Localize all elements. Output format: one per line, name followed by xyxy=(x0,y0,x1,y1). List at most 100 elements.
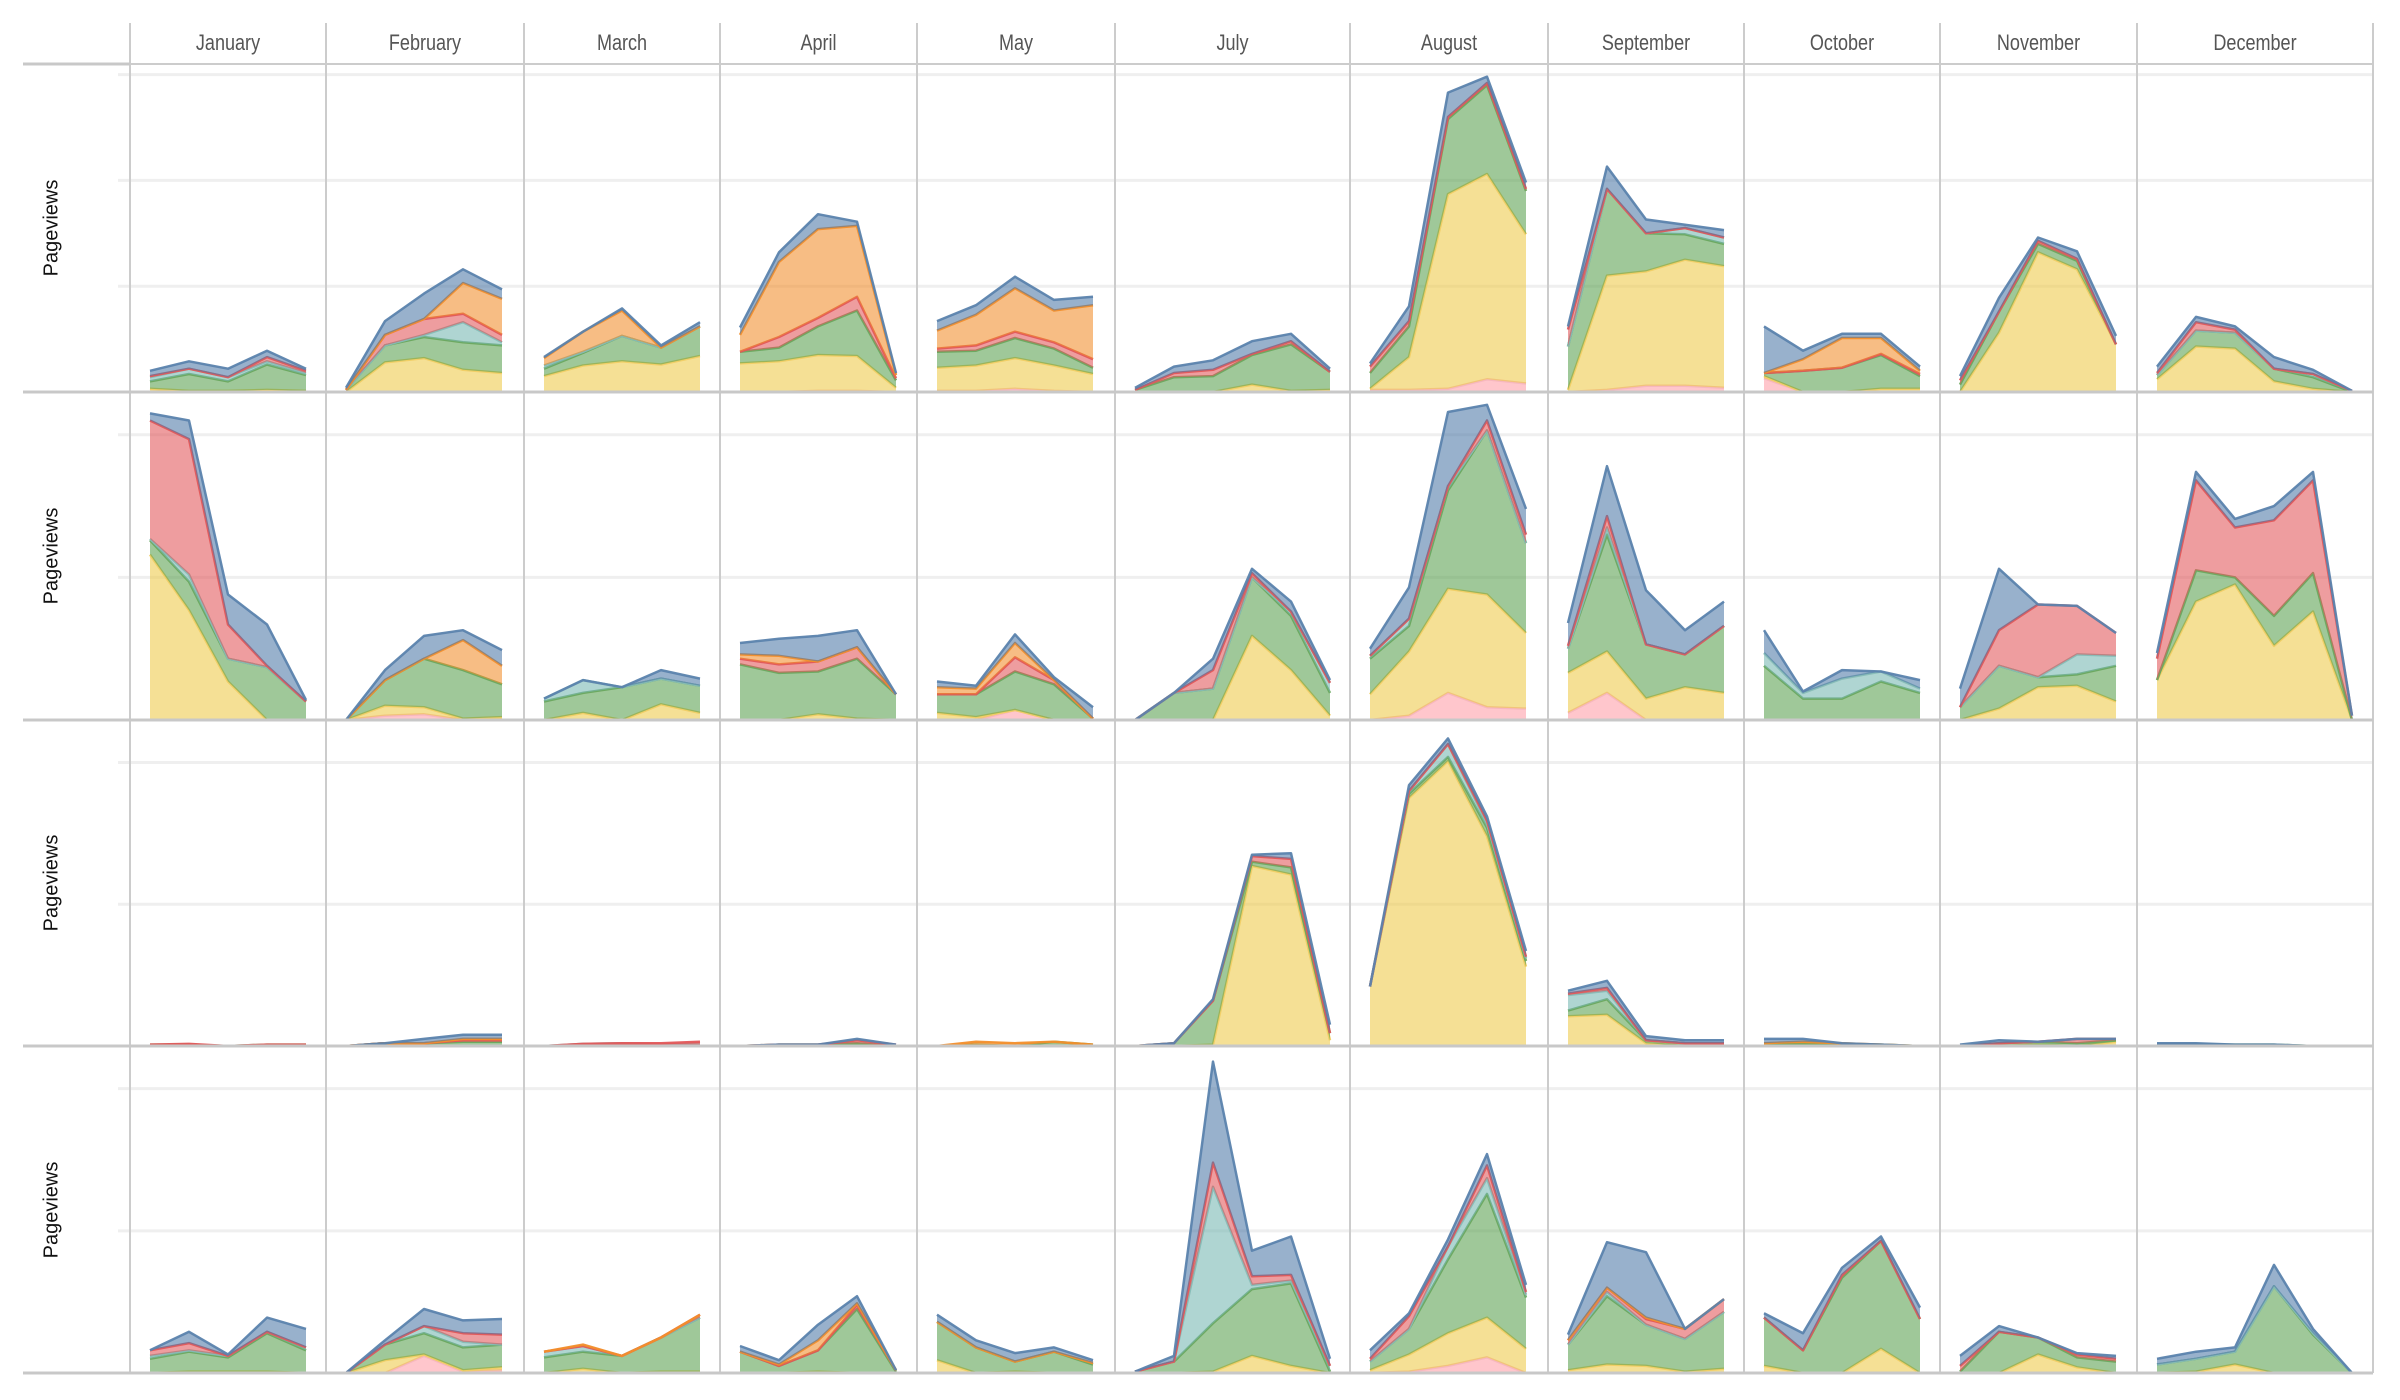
panel-october-row-4 xyxy=(1763,1235,1922,1375)
line-blue xyxy=(738,212,898,374)
line-blue xyxy=(1134,567,1332,722)
area-yellow xyxy=(1764,1348,1920,1373)
line-blue xyxy=(543,668,701,700)
area-blue xyxy=(1764,1038,1920,1046)
line-blue xyxy=(2155,470,2354,716)
panel-april-row-1 xyxy=(738,212,898,394)
area-green xyxy=(1370,430,1526,695)
area-blue xyxy=(1568,1242,1724,1341)
panel-january-row-2 xyxy=(148,412,308,722)
area-blue xyxy=(544,670,700,699)
area-green xyxy=(1135,577,1330,720)
area-green xyxy=(544,1317,700,1373)
area-yellow xyxy=(1370,588,1526,720)
panel-september-row-3 xyxy=(1567,979,1724,1048)
panel-february-row-1 xyxy=(344,268,503,393)
panel-august-row-2 xyxy=(1368,403,1528,722)
line-blue xyxy=(1368,75,1528,365)
area-teal xyxy=(1568,990,1724,1044)
line-blue xyxy=(149,349,307,373)
area-pink xyxy=(937,710,1093,720)
area-green xyxy=(1370,85,1526,389)
column-header-december: December xyxy=(2213,30,2297,55)
line-blue xyxy=(1134,332,1331,389)
column-header-april: April xyxy=(800,30,837,55)
area-green xyxy=(1764,355,1920,392)
area-green xyxy=(150,1333,306,1373)
panel-october-row-1 xyxy=(1763,325,1921,394)
panel-october-row-2 xyxy=(1762,629,1921,720)
area-orange xyxy=(740,647,896,695)
line-blue xyxy=(2156,1263,2353,1374)
line-blue xyxy=(1566,165,1725,327)
area-blue xyxy=(1370,1154,1526,1359)
line-blue xyxy=(1566,464,1725,632)
panel-may-row-2 xyxy=(936,633,1094,722)
panel-august-row-3 xyxy=(1368,737,1528,1046)
area-pink xyxy=(1370,692,1526,720)
line-orange xyxy=(543,1313,701,1358)
area-blue xyxy=(740,1296,896,1371)
area-orange xyxy=(346,640,502,720)
column-header-october: October xyxy=(1809,30,1875,55)
line-blue xyxy=(739,1294,898,1371)
panel-january-row-1 xyxy=(149,349,307,393)
area-blue xyxy=(1568,466,1724,655)
area-blue xyxy=(2157,316,2352,391)
area-green xyxy=(937,671,1093,720)
area-blue xyxy=(1960,568,2116,708)
area-blue xyxy=(1135,1061,1330,1372)
area-green xyxy=(1568,999,1724,1046)
line-blue xyxy=(1368,403,1528,650)
area-blue xyxy=(2157,471,2352,716)
area-teal xyxy=(1960,654,2116,708)
area-green xyxy=(1568,188,1724,390)
line-blue xyxy=(543,307,701,359)
panel-january-row-4 xyxy=(149,1316,307,1375)
line-orange xyxy=(936,1040,1094,1048)
area-pink xyxy=(1568,692,1724,720)
area-yellow xyxy=(1370,174,1526,390)
column-header-january: January xyxy=(195,30,261,55)
area-yellow xyxy=(1568,1364,1724,1373)
area-red xyxy=(1960,1038,2116,1046)
area-panels xyxy=(148,75,2354,1375)
panel-july-row-4 xyxy=(1134,1060,1332,1375)
column-header-august: August xyxy=(1420,30,1478,55)
panel-september-row-1 xyxy=(1566,165,1725,394)
line-blue xyxy=(739,628,898,695)
line-blue xyxy=(1567,979,1724,1042)
area-green xyxy=(346,337,502,392)
area-red xyxy=(740,647,896,695)
line-yellow xyxy=(2155,583,2354,721)
panel-february-row-2 xyxy=(345,628,503,722)
line-blue xyxy=(1369,1152,1528,1352)
area-yellow xyxy=(740,714,896,720)
panel-september-row-2 xyxy=(1566,464,1725,722)
line-blue xyxy=(2156,315,2353,392)
area-green xyxy=(1568,534,1724,699)
area-yellow xyxy=(1370,1317,1526,1373)
line-blue xyxy=(149,1316,307,1356)
panel-may-row-4 xyxy=(936,1313,1094,1375)
area-orange xyxy=(346,283,502,390)
area-blue xyxy=(150,1317,306,1356)
area-green xyxy=(1568,1296,1724,1372)
panel-november-row-2 xyxy=(1958,567,2117,722)
line-blue xyxy=(1959,1324,2117,1358)
area-green xyxy=(740,1309,896,1373)
area-green xyxy=(1135,861,1330,1046)
panel-november-row-4 xyxy=(1959,1324,2117,1375)
line-blue xyxy=(936,1313,1094,1362)
area-green xyxy=(2157,570,2352,720)
area-pink xyxy=(346,1355,502,1373)
area-pink xyxy=(1370,1357,1526,1373)
y-axis-label: Pageviews xyxy=(40,1161,63,1258)
area-yellow xyxy=(150,554,306,720)
area-red xyxy=(346,313,502,390)
area-blue xyxy=(346,630,502,720)
y-axis-label: Pageviews xyxy=(40,507,63,605)
area-red xyxy=(2157,480,2352,720)
area-yellow xyxy=(1370,761,1526,1046)
line-blue xyxy=(344,268,503,389)
